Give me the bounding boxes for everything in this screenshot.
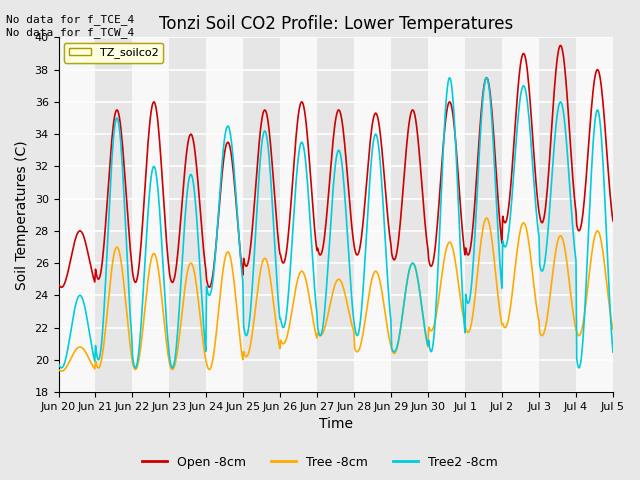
Bar (613, 37, 640, 392)
Text: No data for f_TCE_4
No data for f_TCW_4: No data for f_TCE_4 No data for f_TCW_4 (6, 14, 134, 38)
X-axis label: Time: Time (319, 418, 353, 432)
Bar (280, 37, 317, 392)
Bar (132, 37, 170, 392)
Y-axis label: Soil Temperatures (C): Soil Temperatures (C) (15, 140, 29, 289)
Bar (465, 37, 502, 392)
Legend: Open -8cm, Tree -8cm, Tree2 -8cm: Open -8cm, Tree -8cm, Tree2 -8cm (137, 451, 503, 474)
Bar (391, 37, 428, 392)
Bar (355, 37, 391, 392)
Bar (539, 37, 576, 392)
Bar (206, 37, 243, 392)
Legend: TZ_soilco2: TZ_soilco2 (64, 43, 163, 63)
Bar (576, 37, 613, 392)
Bar (317, 37, 355, 392)
Bar (58, 37, 95, 392)
Bar (428, 37, 465, 392)
Bar (243, 37, 280, 392)
Bar (502, 37, 539, 392)
Bar (170, 37, 206, 392)
Title: Tonzi Soil CO2 Profile: Lower Temperatures: Tonzi Soil CO2 Profile: Lower Temperatur… (159, 15, 513, 33)
Bar (95, 37, 132, 392)
